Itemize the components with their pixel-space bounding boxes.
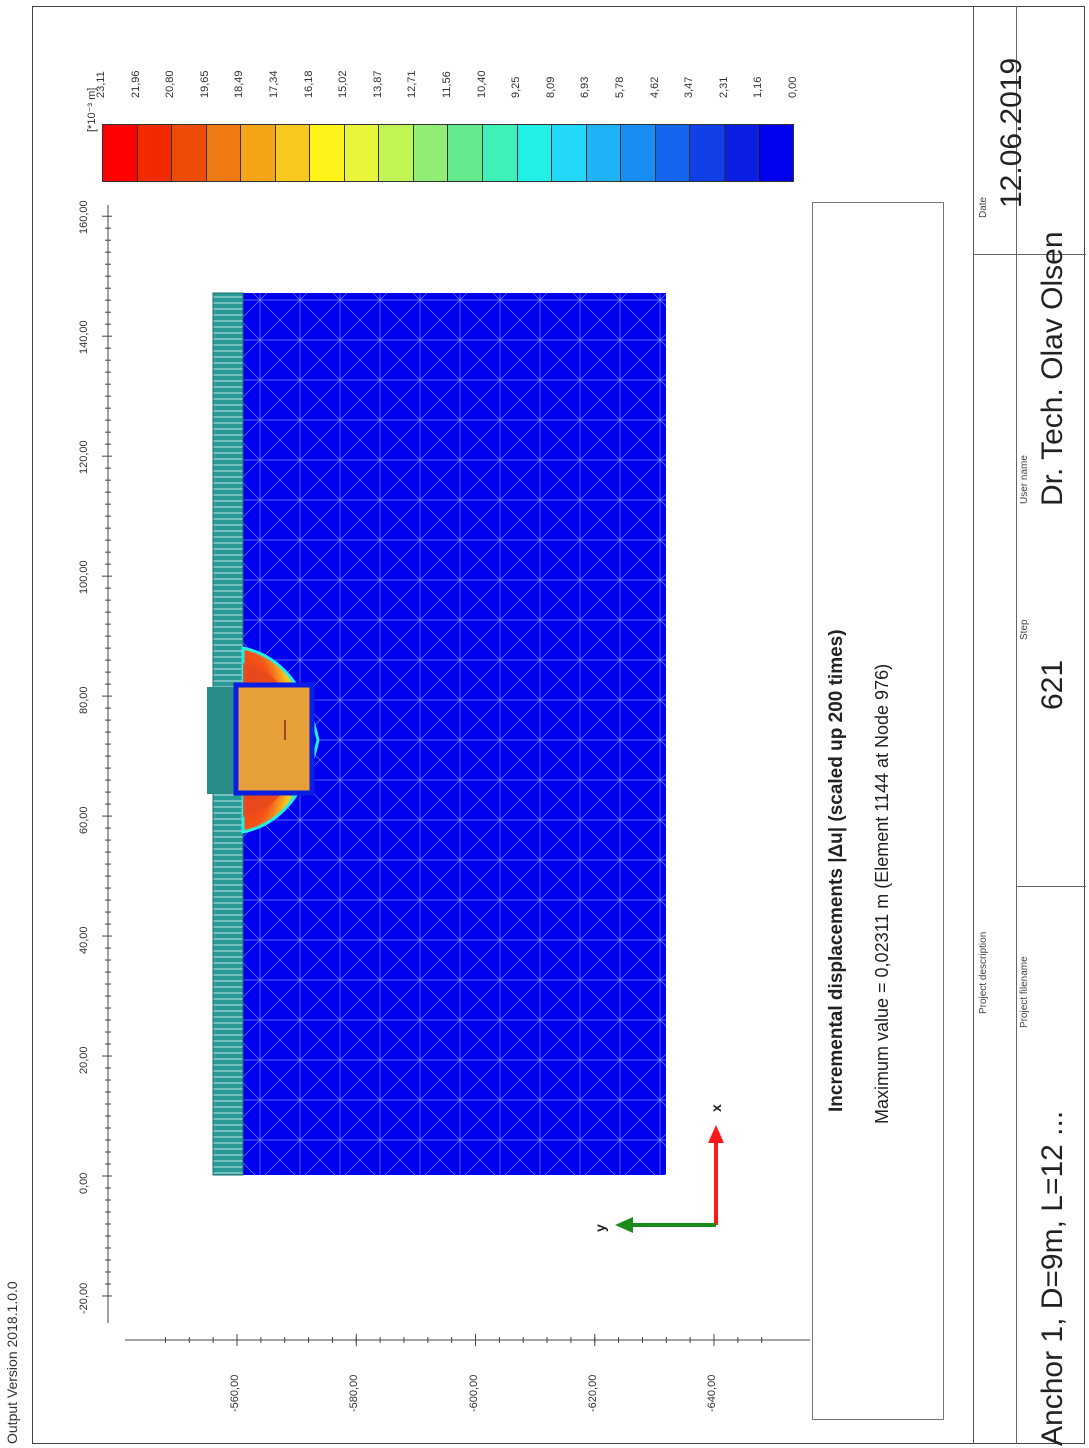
results-legend-box	[812, 202, 944, 1420]
legend-color-cell	[654, 125, 690, 181]
legend-value-label: 12,71	[406, 70, 419, 98]
legend-color-cell	[585, 125, 621, 181]
legend-color-cell	[274, 125, 310, 181]
legend-value-label: 0,00	[787, 76, 799, 98]
legend-value-label: 1,16	[752, 76, 765, 98]
y-axis-label: y	[592, 1224, 608, 1232]
legend-value-label: 9,25	[510, 76, 523, 98]
date-value: 12.06.2019	[995, 57, 1028, 208]
anchor-body	[233, 682, 315, 796]
user-name-value: Dr. Tech. Olav Olsen	[1036, 231, 1069, 506]
legend-color-cell	[378, 125, 413, 181]
legend-value-label: 3,47	[683, 76, 696, 98]
legend-color-cell	[103, 125, 137, 181]
title-block	[973, 6, 1086, 1444]
legend-value-label: 21,96	[129, 70, 142, 98]
filename-label: Project filename	[1019, 956, 1030, 1028]
legend-value-label: 19,65	[198, 70, 211, 98]
step-value: 621	[1036, 659, 1069, 710]
legend-color-cell	[758, 125, 793, 181]
legend-value-label: 20,80	[164, 70, 177, 98]
x-axis-label: x	[708, 1104, 724, 1112]
legend-color-cell	[205, 125, 241, 181]
legend-unit: [*10⁻³ m]	[86, 87, 98, 132]
results-max-value: Maximum value = 0,02311 m (Element 1144 …	[872, 663, 892, 1124]
legend-color-cell	[620, 125, 655, 181]
legend-value-label: 11,56	[441, 71, 453, 98]
legend-color-cell	[240, 125, 275, 181]
legend-color-cell	[343, 125, 379, 181]
legend-color-cell	[689, 125, 724, 181]
legend-color-cell	[516, 125, 552, 181]
legend-color-cell	[412, 125, 448, 181]
legend-color-cell	[723, 125, 759, 181]
plot-frame	[32, 6, 1085, 1444]
legend-value-label: 13,87	[371, 70, 384, 98]
legend-value-label: 8,09	[544, 76, 557, 98]
legend-value-label: 16,18	[302, 70, 315, 98]
legend-color-cell	[551, 125, 586, 181]
results-title: Incremental displacements |Δu| (scaled u…	[826, 629, 847, 1112]
legend-value-label: 18,49	[233, 70, 246, 98]
user-name-label: User name	[1019, 455, 1030, 504]
legend-value-label: 10,40	[475, 70, 488, 98]
legend-value-label: 4,62	[648, 76, 661, 98]
legend-color-cell	[447, 125, 483, 181]
legend-color-cell	[136, 125, 172, 181]
legend-color-cell	[171, 125, 206, 181]
date-label: Date	[978, 196, 989, 218]
color-legend-bar	[102, 124, 794, 182]
description-label: Project description	[978, 931, 989, 1014]
legend-color-cell	[309, 125, 344, 181]
legend-value-label: 15,02	[337, 70, 350, 98]
legend-value-label: 6,93	[579, 76, 592, 98]
step-label: Step	[1019, 619, 1030, 640]
legend-value-label: 5,78	[614, 76, 626, 98]
filename-value: Anchor 1, D=9m, L=12 ...	[1036, 1110, 1069, 1446]
legend-value-label: 17,34	[268, 70, 280, 98]
legend-color-cell	[482, 125, 517, 181]
legend-value-label: 2,31	[717, 76, 730, 98]
